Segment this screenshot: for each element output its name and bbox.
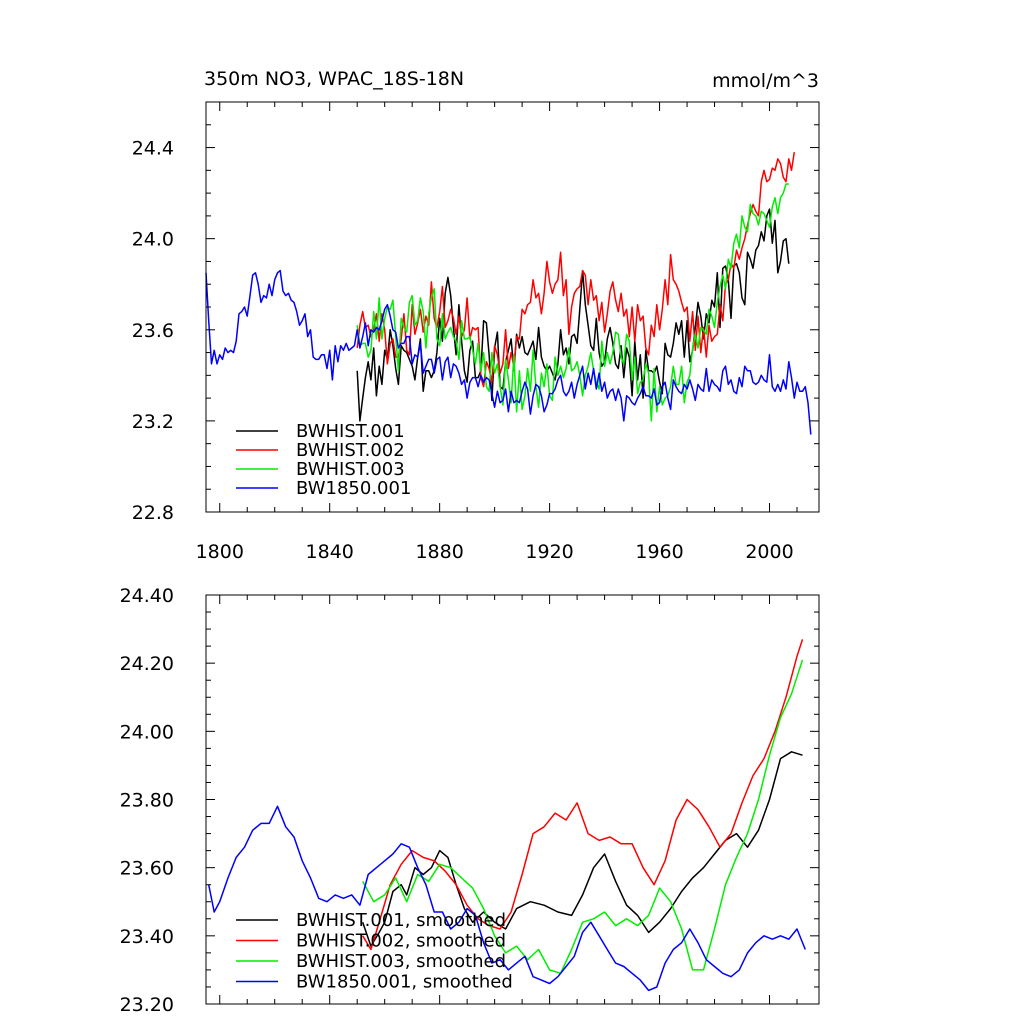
bottom-legend-label-bw1850-001-smoothed: BW1850.001, smoothed — [296, 972, 513, 993]
top-legend-label-bwhist-001: BWHIST.001 — [296, 421, 405, 442]
top-legend-label-bwhist-003: BWHIST.003 — [296, 459, 405, 480]
bottom-y-tick-label: 23.20 — [120, 994, 174, 1016]
bottom-series-line-bw1850-001-smoothed — [207, 805, 806, 992]
top-y-tick-label: 23.6 — [132, 320, 174, 342]
top-y-tick-label: 24.0 — [132, 229, 174, 251]
top-series-group — [205, 151, 812, 435]
bottom-y-tick-label: 23.80 — [120, 790, 174, 812]
bottom-legend-label-bwhist-002-smoothed: BWHIST.002, smoothed — [296, 931, 506, 952]
top-y-tick-label: 24.4 — [132, 138, 174, 160]
top-series-line-bwhist-001 — [356, 208, 790, 422]
top-legend-label-bw1850-001: BW1850.001 — [296, 478, 411, 499]
bottom-panel: 23.20 23.40 23.60 23.80 24.00 24.20 24.40 BWHI… — [120, 585, 820, 1016]
top-x-tick-label: 1800 — [196, 541, 244, 563]
top-y-tick-label: 23.2 — [132, 411, 174, 433]
bottom-series-line-bwhist-002-smoothed — [362, 639, 804, 951]
top-x-tick-label: 1840 — [306, 541, 354, 563]
bottom-legend-label-bwhist-001-smoothed: BWHIST.001, smoothed — [296, 910, 506, 931]
bottom-y-tick-label: 23.60 — [120, 858, 174, 880]
bottom-y-tick-label: 24.00 — [120, 721, 174, 743]
top-series-line-bw1850-001 — [205, 269, 812, 435]
top-y-tick-label: 22.8 — [132, 502, 174, 524]
bottom-series-line-bwhist-003-smoothed — [362, 659, 804, 975]
bottom-y-tick-label: 24.40 — [120, 585, 174, 607]
bottom-series-group — [207, 639, 806, 992]
bottom-y-tick-label: 23.40 — [120, 926, 174, 948]
top-x-tick-label: 1920 — [525, 541, 573, 563]
bottom-y-tick-label: 24.20 — [120, 653, 174, 675]
bottom-axis-ticks: 23.20 23.40 23.60 23.80 24.00 24.20 24.40 — [120, 585, 819, 1016]
top-x-tick-label: 2000 — [745, 541, 793, 563]
top-panel-units: mmol/m^3 — [712, 70, 819, 92]
top-x-tick-label: 1880 — [415, 541, 463, 563]
top-legend-label-bwhist-002: BWHIST.002 — [296, 440, 405, 461]
bottom-legend-label-bwhist-003-smoothed: BWHIST.003, smoothed — [296, 951, 506, 972]
top-axis-ticks: 1800 1840 1880 1920 1960 2000 22.8 23.2 23.6 24.0… — [132, 101, 819, 563]
top-x-tick-label: 1960 — [635, 541, 683, 563]
top-series-line-bwhist-003 — [356, 183, 789, 422]
top-panel-title: 350m NO3, WPAC_18S-18N — [204, 68, 464, 90]
top-panel: 350m NO3, WPAC_18S-18N mmol/m^3 1800 1840… — [132, 68, 820, 563]
